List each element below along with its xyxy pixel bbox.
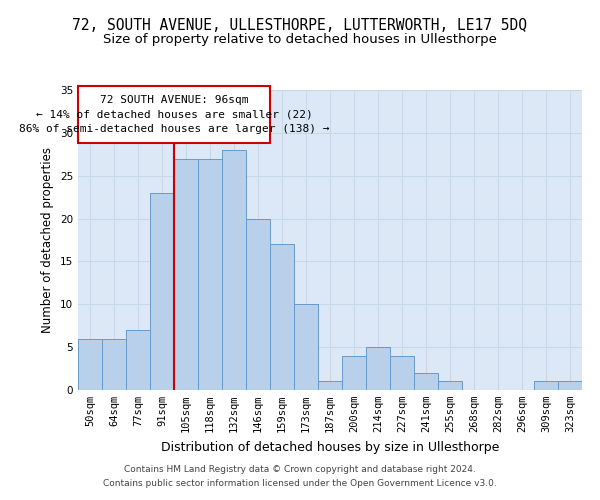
Bar [222,150,246,390]
Text: 72, SOUTH AVENUE, ULLESTHORPE, LUTTERWORTH, LE17 5DQ: 72, SOUTH AVENUE, ULLESTHORPE, LUTTERWOR… [73,18,527,32]
Bar [126,330,150,390]
Bar [366,347,390,390]
FancyBboxPatch shape [78,86,270,143]
Bar [246,218,270,390]
Bar [198,158,222,390]
X-axis label: Distribution of detached houses by size in Ullesthorpe: Distribution of detached houses by size … [161,440,499,454]
Bar [342,356,366,390]
Bar [174,158,198,390]
Bar [294,304,318,390]
Text: 72 SOUTH AVENUE: 96sqm
← 14% of detached houses are smaller (22)
86% of semi-det: 72 SOUTH AVENUE: 96sqm ← 14% of detached… [19,94,329,134]
Bar [270,244,294,390]
Bar [534,382,558,390]
Y-axis label: Number of detached properties: Number of detached properties [41,147,55,333]
Bar [438,382,462,390]
Text: Size of property relative to detached houses in Ullesthorpe: Size of property relative to detached ho… [103,32,497,46]
Bar [558,382,582,390]
Bar [390,356,414,390]
Bar [78,338,102,390]
Bar [102,338,126,390]
Bar [414,373,438,390]
Bar [318,382,342,390]
Text: Contains HM Land Registry data © Crown copyright and database right 2024.
Contai: Contains HM Land Registry data © Crown c… [103,466,497,487]
Bar [150,193,174,390]
